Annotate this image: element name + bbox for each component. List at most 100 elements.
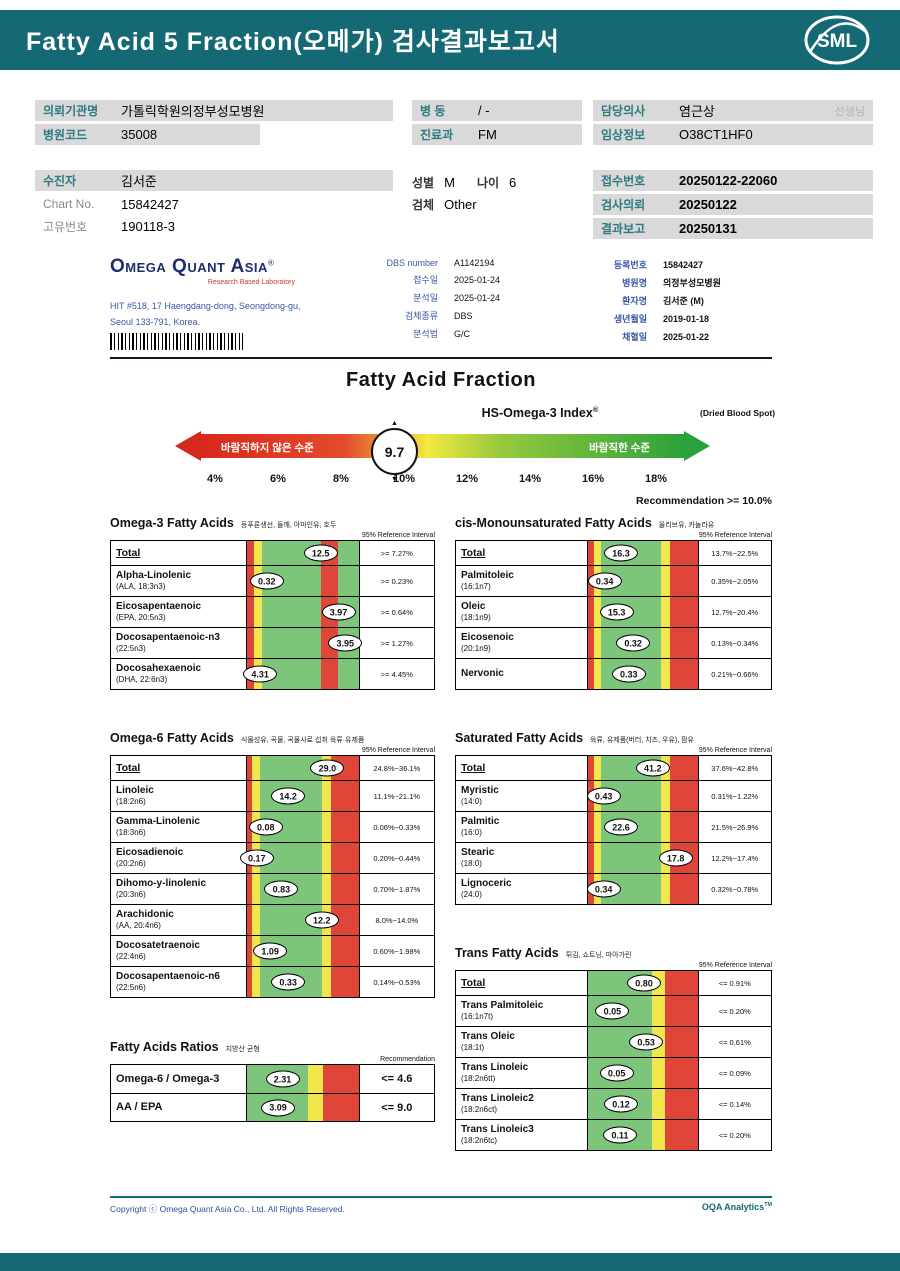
lab-field-row: 검체종류 DBS — [360, 309, 570, 322]
field-patient: 수진자 김서준 — [35, 170, 393, 191]
analyte-name: Palmitic — [461, 816, 500, 828]
bar-zone-red — [588, 541, 594, 565]
field-ward-label: 병 동 — [420, 104, 446, 118]
section-title: Trans Fatty Acids — [455, 946, 559, 960]
analyte-name: Palmitoleic — [461, 570, 514, 582]
reference-value: <= 0.20% — [698, 996, 771, 1026]
section-description: 지방산 균형 — [225, 1046, 260, 1053]
bar-zone-red — [246, 874, 253, 904]
analyte-name-cell: Total — [456, 971, 589, 995]
analyte-code: (24:0) — [461, 889, 482, 899]
lab-field-row: 분석일 2025-01-24 — [360, 291, 570, 304]
analyte-name-cell: Gamma-Linolenic (18:3n6) — [111, 812, 247, 842]
footer-divider — [110, 1196, 772, 1198]
value-marker: 3.97 — [321, 603, 356, 621]
bar-zone-yellow — [593, 843, 602, 873]
table-row: Total 29.0 24.8%~36.1% — [111, 756, 434, 780]
bar-zone-red — [664, 996, 698, 1026]
analyte-name-cell: Total — [456, 541, 589, 565]
bar-zone-yellow — [661, 541, 671, 565]
reference-bar: 0.80 — [588, 971, 699, 995]
gauge-title: HS-Omega-3 Index® — [300, 405, 780, 420]
bar-zone-yellow — [593, 812, 602, 842]
bar-zone-yellow — [321, 874, 331, 904]
bar-zone-yellow — [321, 936, 331, 966]
section-title: cis-Monounsaturated Fatty Acids — [455, 516, 652, 530]
value-marker: 15.3 — [599, 603, 634, 621]
bar-zone-red — [670, 541, 698, 565]
analyte-name-cell: Docosapentaenoic-n3 (22:5n3) — [111, 628, 247, 658]
field-receipt-no: 접수번호 20250122-22060 — [593, 170, 873, 191]
field-referrer-label: 의뢰기관명 — [43, 104, 99, 118]
value-marker: 0.34 — [587, 572, 622, 590]
field-report-date-value: 20250131 — [679, 221, 737, 236]
field-hospital-code-value: 35008 — [121, 127, 158, 142]
table-row: Docosatetraenoic (22:4n6) 1.09 0.60%~1.98% — [111, 935, 434, 966]
analyte-code: (18:2n6tc) — [461, 1135, 498, 1145]
lab-field-label: 분석일 — [413, 293, 438, 303]
reference-bar: 0.11 — [588, 1120, 699, 1150]
section-saturated: Saturated Fatty Acids 육류, 유제품(버터, 치즈, 우유)… — [455, 731, 772, 905]
reference-value: 0.60%~1.98% — [359, 936, 434, 966]
analyte-name: Eicosenoic — [461, 632, 514, 644]
omega3-index-gauge: 바람직하지 않은 수준 바람직한 수준 — [175, 431, 710, 461]
bar-zone-red — [670, 874, 698, 904]
lab-field-row: 분석법 G/C — [360, 327, 570, 340]
lab-field-row: 채혈일 2025-01-22 — [585, 330, 785, 343]
reference-bar: 0.33 — [588, 659, 699, 689]
section-title: Saturated Fatty Acids — [455, 731, 584, 745]
section-divider — [110, 357, 772, 359]
analyte-code: (18:3n6) — [116, 827, 146, 837]
analyte-name-cell: Linoleic (18:2n6) — [111, 781, 247, 811]
info-col-mid-2: 성별 M 나이 6 검체 Other — [412, 172, 587, 216]
reference-value: 0.21%~0.66% — [698, 659, 771, 689]
analyte-code: (18:1n9) — [461, 612, 491, 622]
gauge-tick-label: 16% — [581, 473, 605, 485]
analyte-name-cell: Trans Oleic (18:1t) — [456, 1027, 589, 1057]
field-clinical-info: 임상정보 O38CT1HF0 — [593, 124, 873, 145]
report-header: Fatty Acid 5 Fraction(오메가) 검사결과보고서 SML — [0, 10, 900, 70]
field-report-date: 결과보고 20250131 — [593, 218, 873, 239]
lab-field-label: 채혈일 — [622, 332, 647, 342]
bar-zone-red — [588, 756, 594, 780]
field-ward-value: / - — [478, 103, 490, 118]
lab-field-label: DBS number — [386, 258, 438, 268]
reference-value: >= 7.27% — [359, 541, 434, 565]
lab-field-value: 2025-01-22 — [663, 332, 710, 342]
reference-bar: 41.2 — [588, 756, 699, 780]
table-row: Trans Linoleic3 (18:2n6tc) 0.11 <= 0.20% — [456, 1119, 771, 1150]
lab-address-line1: HIT #518, 17 Haengdang-dong, Seongdong-g… — [110, 301, 301, 311]
analyte-code: (20:2n6) — [116, 858, 146, 868]
value-marker: 2.31 — [265, 1070, 300, 1088]
bar-zone-red — [246, 756, 253, 780]
reference-value: <= 0.14% — [698, 1089, 771, 1119]
table-row: Docosahexaenoic (DHA, 22:6n3) 4.31 >= 4.45% — [111, 658, 434, 689]
barcode — [110, 333, 243, 350]
section-header: Saturated Fatty Acids 육류, 유제품(버터, 치즈, 우유)… — [455, 731, 772, 745]
field-specimen: 검체 Other — [412, 194, 587, 214]
analyte-code: (22:5n6) — [116, 982, 146, 992]
reference-value: 0.31%~1.22% — [698, 781, 771, 811]
bar-zone-yellow — [593, 659, 602, 689]
bar-zone-yellow — [252, 905, 261, 935]
bar-zone-red — [588, 843, 594, 873]
gauge-tick-label: 12% — [455, 473, 479, 485]
lab-logo-block: Omega Quant Asia® Research Based Laborat… — [110, 256, 355, 330]
reference-value: >= 4.45% — [359, 659, 434, 689]
reference-value: <= 9.0 — [359, 1094, 434, 1121]
bar-zone-yellow — [593, 597, 602, 627]
bar-zone-red — [320, 659, 339, 689]
analyte-code: (16:0) — [461, 827, 482, 837]
field-clinical-info-value: O38CT1HF0 — [679, 127, 753, 142]
table-row: Docosapentaenoic-n6 (22:5n6) 0.33 0.14%~0.5… — [111, 966, 434, 997]
analyte-code: (18:0) — [461, 858, 482, 868]
table-row: Docosapentaenoic-n3 (22:5n3) 3.95 >= 1.27% — [111, 627, 434, 658]
analyte-code: (AA, 20:4n6) — [116, 920, 161, 930]
analyte-name: Trans Linoleic3 — [461, 1124, 534, 1136]
oqa-logo: Omega Quant Asia® — [110, 256, 355, 278]
reference-bar: 22.6 — [588, 812, 699, 842]
svg-text:SML: SML — [817, 31, 858, 52]
analyte-name-cell: Docosahexaenoic (DHA, 22:6n3) — [111, 659, 247, 689]
analyte-name-cell: Omega-6 / Omega-3 — [111, 1065, 247, 1093]
table-row: Oleic (18:1n9) 15.3 12.7%~20.4% — [456, 596, 771, 627]
